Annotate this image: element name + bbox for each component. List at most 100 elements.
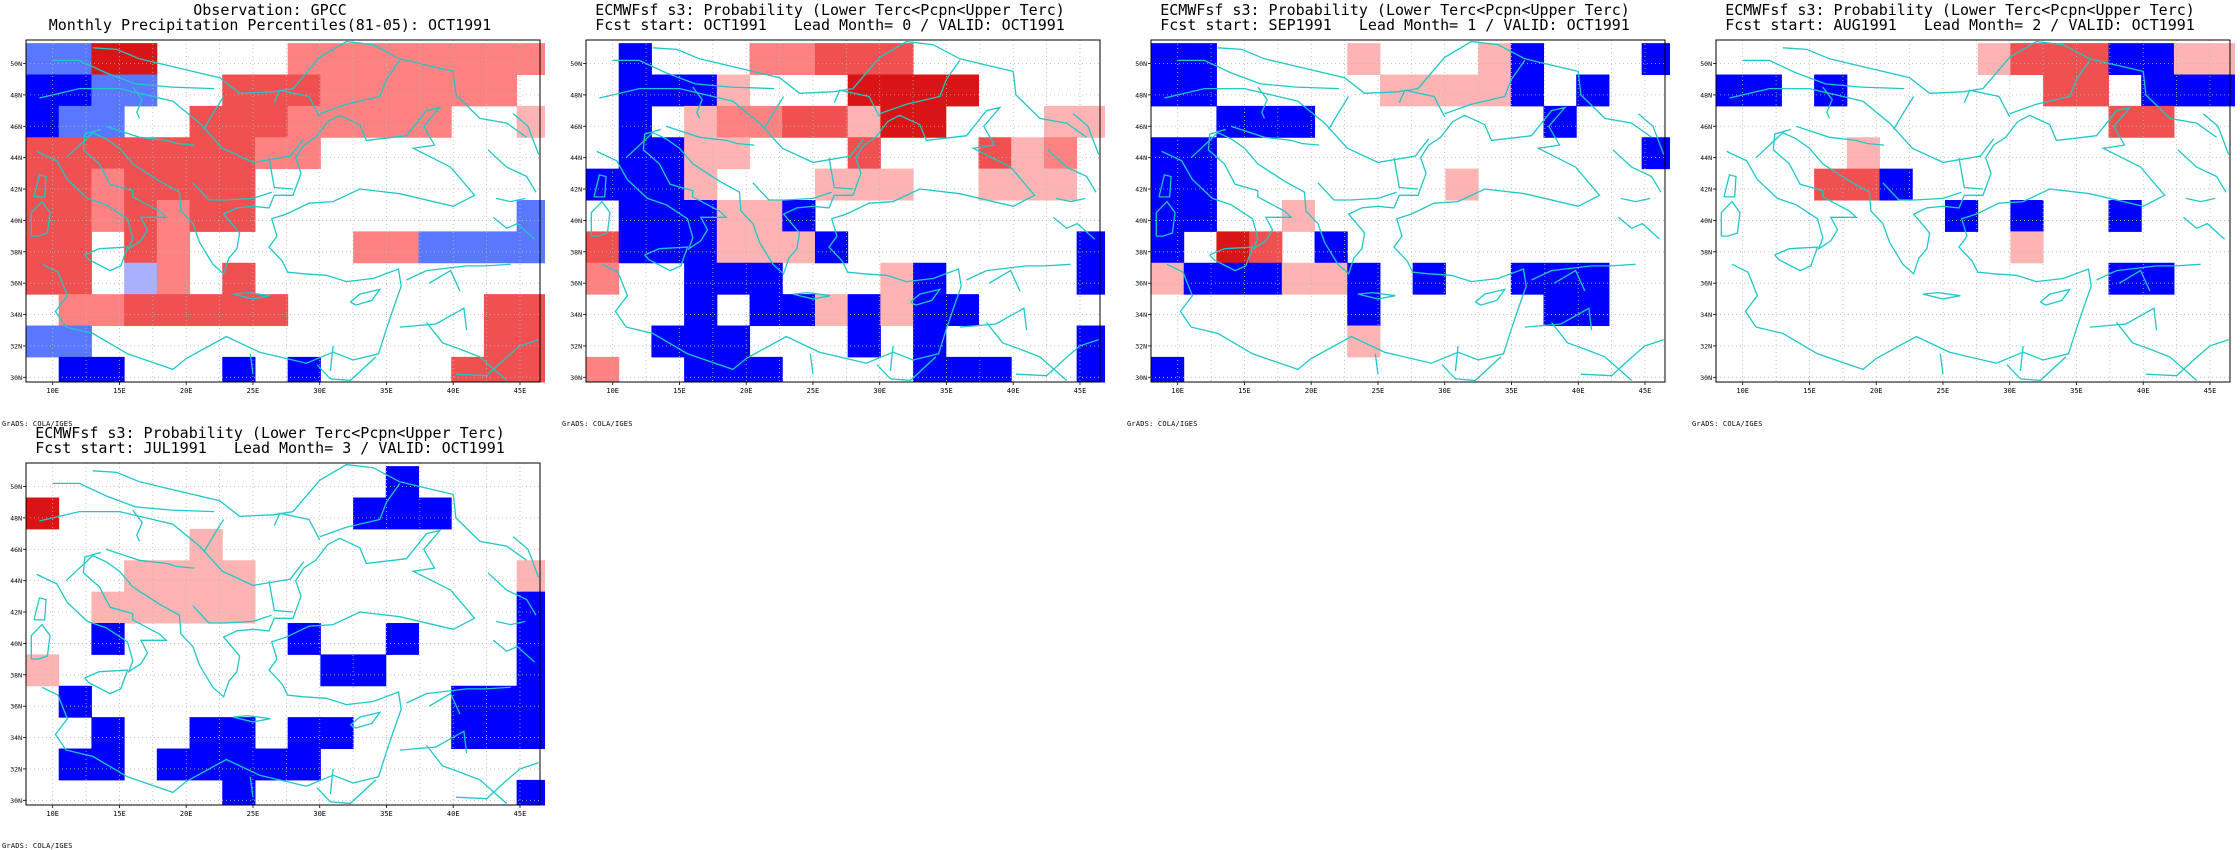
data-cell [2010,43,2044,76]
data-cell [945,356,980,383]
data-cells [26,43,545,383]
lon-tick-label: 10E [1171,387,1184,395]
coastline [1617,216,1661,240]
coastline [2019,345,2024,372]
coastline [2115,321,2198,381]
data-cell [1543,262,1577,295]
data-cell [418,105,452,138]
data-cell [353,105,387,138]
axis-labels: 10E 15E 20E 25E 30E 35E 40E 45E 30N 32N 34N 36N 38N 4… [1135,60,1651,395]
data-cell [684,356,718,383]
axis-labels: 10E 15E 20E 25E 30E 35E 40E 45E 30N 32N 34N 36N 38N 4… [10,60,526,395]
coastline [316,356,377,382]
data-cell [91,137,125,170]
coastline [1161,128,1293,251]
data-cell [451,231,485,264]
data-cell [58,43,92,76]
data-cell [287,748,321,781]
data-cell [2206,74,2235,107]
lat-tick-label: 46N [570,123,582,131]
lat-tick-label: 30N [1700,374,1712,382]
data-cells [586,43,1105,383]
data-cell [1543,294,1577,327]
coastline [959,307,1028,331]
data-cell [516,294,545,327]
data-cell [1977,43,2011,76]
map-frame [25,39,541,383]
lat-tick-label: 38N [10,671,22,679]
panel-title-line1: ECMWFsf s3: Probability (Lower Terc<Pcpn… [595,1,1065,19]
coastline [1166,106,1601,371]
data-cell [1510,74,1545,107]
lat-tick-label: 42N [10,609,22,617]
coastline [1230,125,1320,146]
panel-title-line2: Fcst start: AUG1991 Lead Month= 2 / VALI… [1725,16,2195,34]
data-cell [124,200,158,232]
lat-tick-label: 46N [1135,123,1147,131]
coastline [1015,338,1099,377]
data-cell [189,528,223,561]
data-cell [124,168,158,201]
data-cell [26,43,60,76]
data-cell [586,356,620,383]
coastline [30,623,51,660]
data-cell [2043,43,2077,76]
data-cell [1076,262,1105,295]
data-cell [1347,325,1381,358]
axis-labels: 10E 15E 20E 25E 30E 35E 40E 45E 30N 32N 34N 36N 38N 4… [570,60,1086,395]
data-cell [156,294,191,327]
coastline [1795,125,1885,146]
map-panel-observation: Observation: GPCC Monthly Precipitation … [0,0,545,428]
map-frame [25,462,541,806]
data-cell [880,168,914,201]
coastline [590,200,611,237]
data-cell [684,325,718,358]
data-cell [451,356,485,383]
data-cell [254,105,289,138]
coastline [1720,200,1741,237]
coastline [1047,149,1097,193]
lat-tick-label: 44N [10,577,22,585]
lat-tick-label: 34N [570,311,582,319]
coastline [2089,307,2158,331]
data-cell [1183,43,1217,76]
data-cell [1151,74,1185,107]
lat-tick-label: 50N [10,483,22,491]
coastline [455,761,539,800]
data-cell [2141,105,2175,138]
data-cell [749,294,783,327]
coastline [1620,197,1651,203]
data-cell [684,168,718,201]
coastlines [30,463,540,805]
data-cell [1249,262,1283,295]
data-cell [222,74,256,107]
coastline [33,174,47,198]
data-cell [1576,74,1610,107]
data-cell [618,74,652,107]
data-cell [222,262,256,295]
data-cell [2173,74,2208,107]
data-cell [189,105,223,138]
coastline [39,510,305,587]
data-cell [684,105,718,138]
coastline [1723,174,1737,198]
data-cell [254,294,289,327]
data-cell [483,325,518,358]
data-cell [782,200,816,232]
coastline [192,182,272,201]
data-cell [847,294,881,327]
coastline [1052,216,1096,240]
panel-title-line1: Observation: GPCC [193,1,347,19]
lat-tick-label: 50N [10,60,22,68]
coastline [988,269,1021,292]
lon-tick-label: 40E [447,387,460,395]
data-cell [1347,262,1381,295]
data-cell [1641,43,1670,76]
data-cell [2108,262,2142,295]
data-cell [222,779,256,806]
coastline [1731,106,2166,371]
data-cell [847,105,881,138]
data-cell [1412,262,1446,295]
coastline [273,512,321,541]
lat-tick-label: 42N [10,186,22,194]
